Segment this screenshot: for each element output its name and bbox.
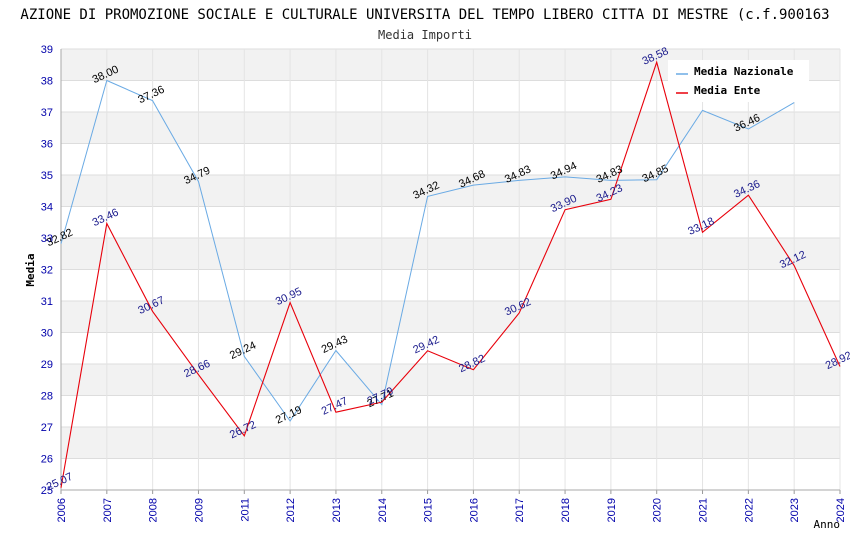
- y-tick-label: 29: [41, 359, 53, 371]
- x-tick-label: 2009: [193, 498, 205, 522]
- x-tick-label: 2011: [239, 498, 251, 522]
- x-tick-label: 2007: [102, 498, 114, 522]
- chart-title: AZIONE DI PROMOZIONE SOCIALE E CULTURALE…: [20, 7, 829, 23]
- y-tick-label: 38: [41, 76, 53, 88]
- y-tick-label: 37: [41, 107, 53, 119]
- y-tick-label: 26: [41, 454, 53, 466]
- data-label-ente: 33.46: [91, 207, 121, 230]
- series-line-ente: [60, 60, 841, 488]
- legend: Media Nazionale Media Ente: [668, 60, 809, 102]
- grid-band: [61, 427, 840, 459]
- y-axis-title: Media: [24, 253, 37, 286]
- x-tick-labels: 2006 2007 2008 2009 2011 2012 2013 2014 2015 2016…: [56, 498, 847, 522]
- x-tick-label: 2015: [423, 498, 435, 522]
- y-tick-label: 33: [41, 233, 53, 245]
- y-tick-label: 32: [41, 265, 53, 277]
- y-tick-label: 39: [41, 44, 53, 56]
- grid-bands: [61, 49, 840, 459]
- x-axis-title: Anno: [814, 518, 841, 531]
- y-tick-label: 31: [41, 296, 53, 308]
- grid-band: [61, 364, 840, 396]
- grid-lines: [60, 48, 841, 491]
- grid-band: [61, 112, 840, 144]
- data-label-nazionale: 29.24: [228, 339, 258, 362]
- series-lines: [60, 60, 841, 488]
- x-tick-label: 2016: [468, 498, 480, 522]
- grid-band: [61, 238, 840, 270]
- x-tick-label: 2012: [285, 498, 297, 522]
- legend-box: [668, 60, 809, 102]
- axes: [60, 49, 841, 494]
- data-label-nazionale: 27.19: [274, 404, 304, 427]
- data-label-ente: 33.18: [686, 215, 716, 238]
- x-tick-label: 2008: [148, 498, 160, 522]
- y-tick-label: 36: [41, 139, 53, 151]
- x-tick-label: 2017: [514, 498, 526, 522]
- x-tick-label: 2006: [56, 498, 68, 522]
- y-tick-label: 25: [41, 485, 53, 497]
- data-label-ente: 27.47: [320, 395, 350, 418]
- x-tick-label: 2022: [743, 498, 755, 522]
- x-tick-label: 2013: [331, 498, 343, 522]
- y-tick-label: 28: [41, 391, 53, 403]
- legend-label-nazionale: Media Nazionale: [694, 65, 794, 78]
- x-tick-label: 2021: [698, 498, 710, 522]
- x-tick-label: 2019: [606, 498, 618, 522]
- legend-label-ente: Media Ente: [694, 84, 761, 97]
- x-tick-label: 2024: [835, 498, 847, 522]
- y-tick-labels: 25 26 27 28 29 30 31 32 33 34 35 36 37 38 39: [41, 44, 53, 497]
- series-line-nazionale: [60, 79, 795, 422]
- y-tick-label: 34: [41, 202, 53, 214]
- chart-subtitle: Media Importi: [378, 28, 472, 42]
- y-tick-label: 35: [41, 170, 53, 182]
- x-tick-label: 2014: [377, 498, 389, 522]
- x-tick-label: 2018: [560, 498, 572, 522]
- data-label-nazionale: 37.36: [136, 84, 166, 107]
- grid-band: [61, 301, 840, 333]
- y-tick-label: 30: [41, 328, 53, 340]
- y-tick-label: 27: [41, 422, 53, 434]
- x-tick-label: 2020: [652, 498, 664, 522]
- x-tick-label: 2023: [789, 498, 801, 522]
